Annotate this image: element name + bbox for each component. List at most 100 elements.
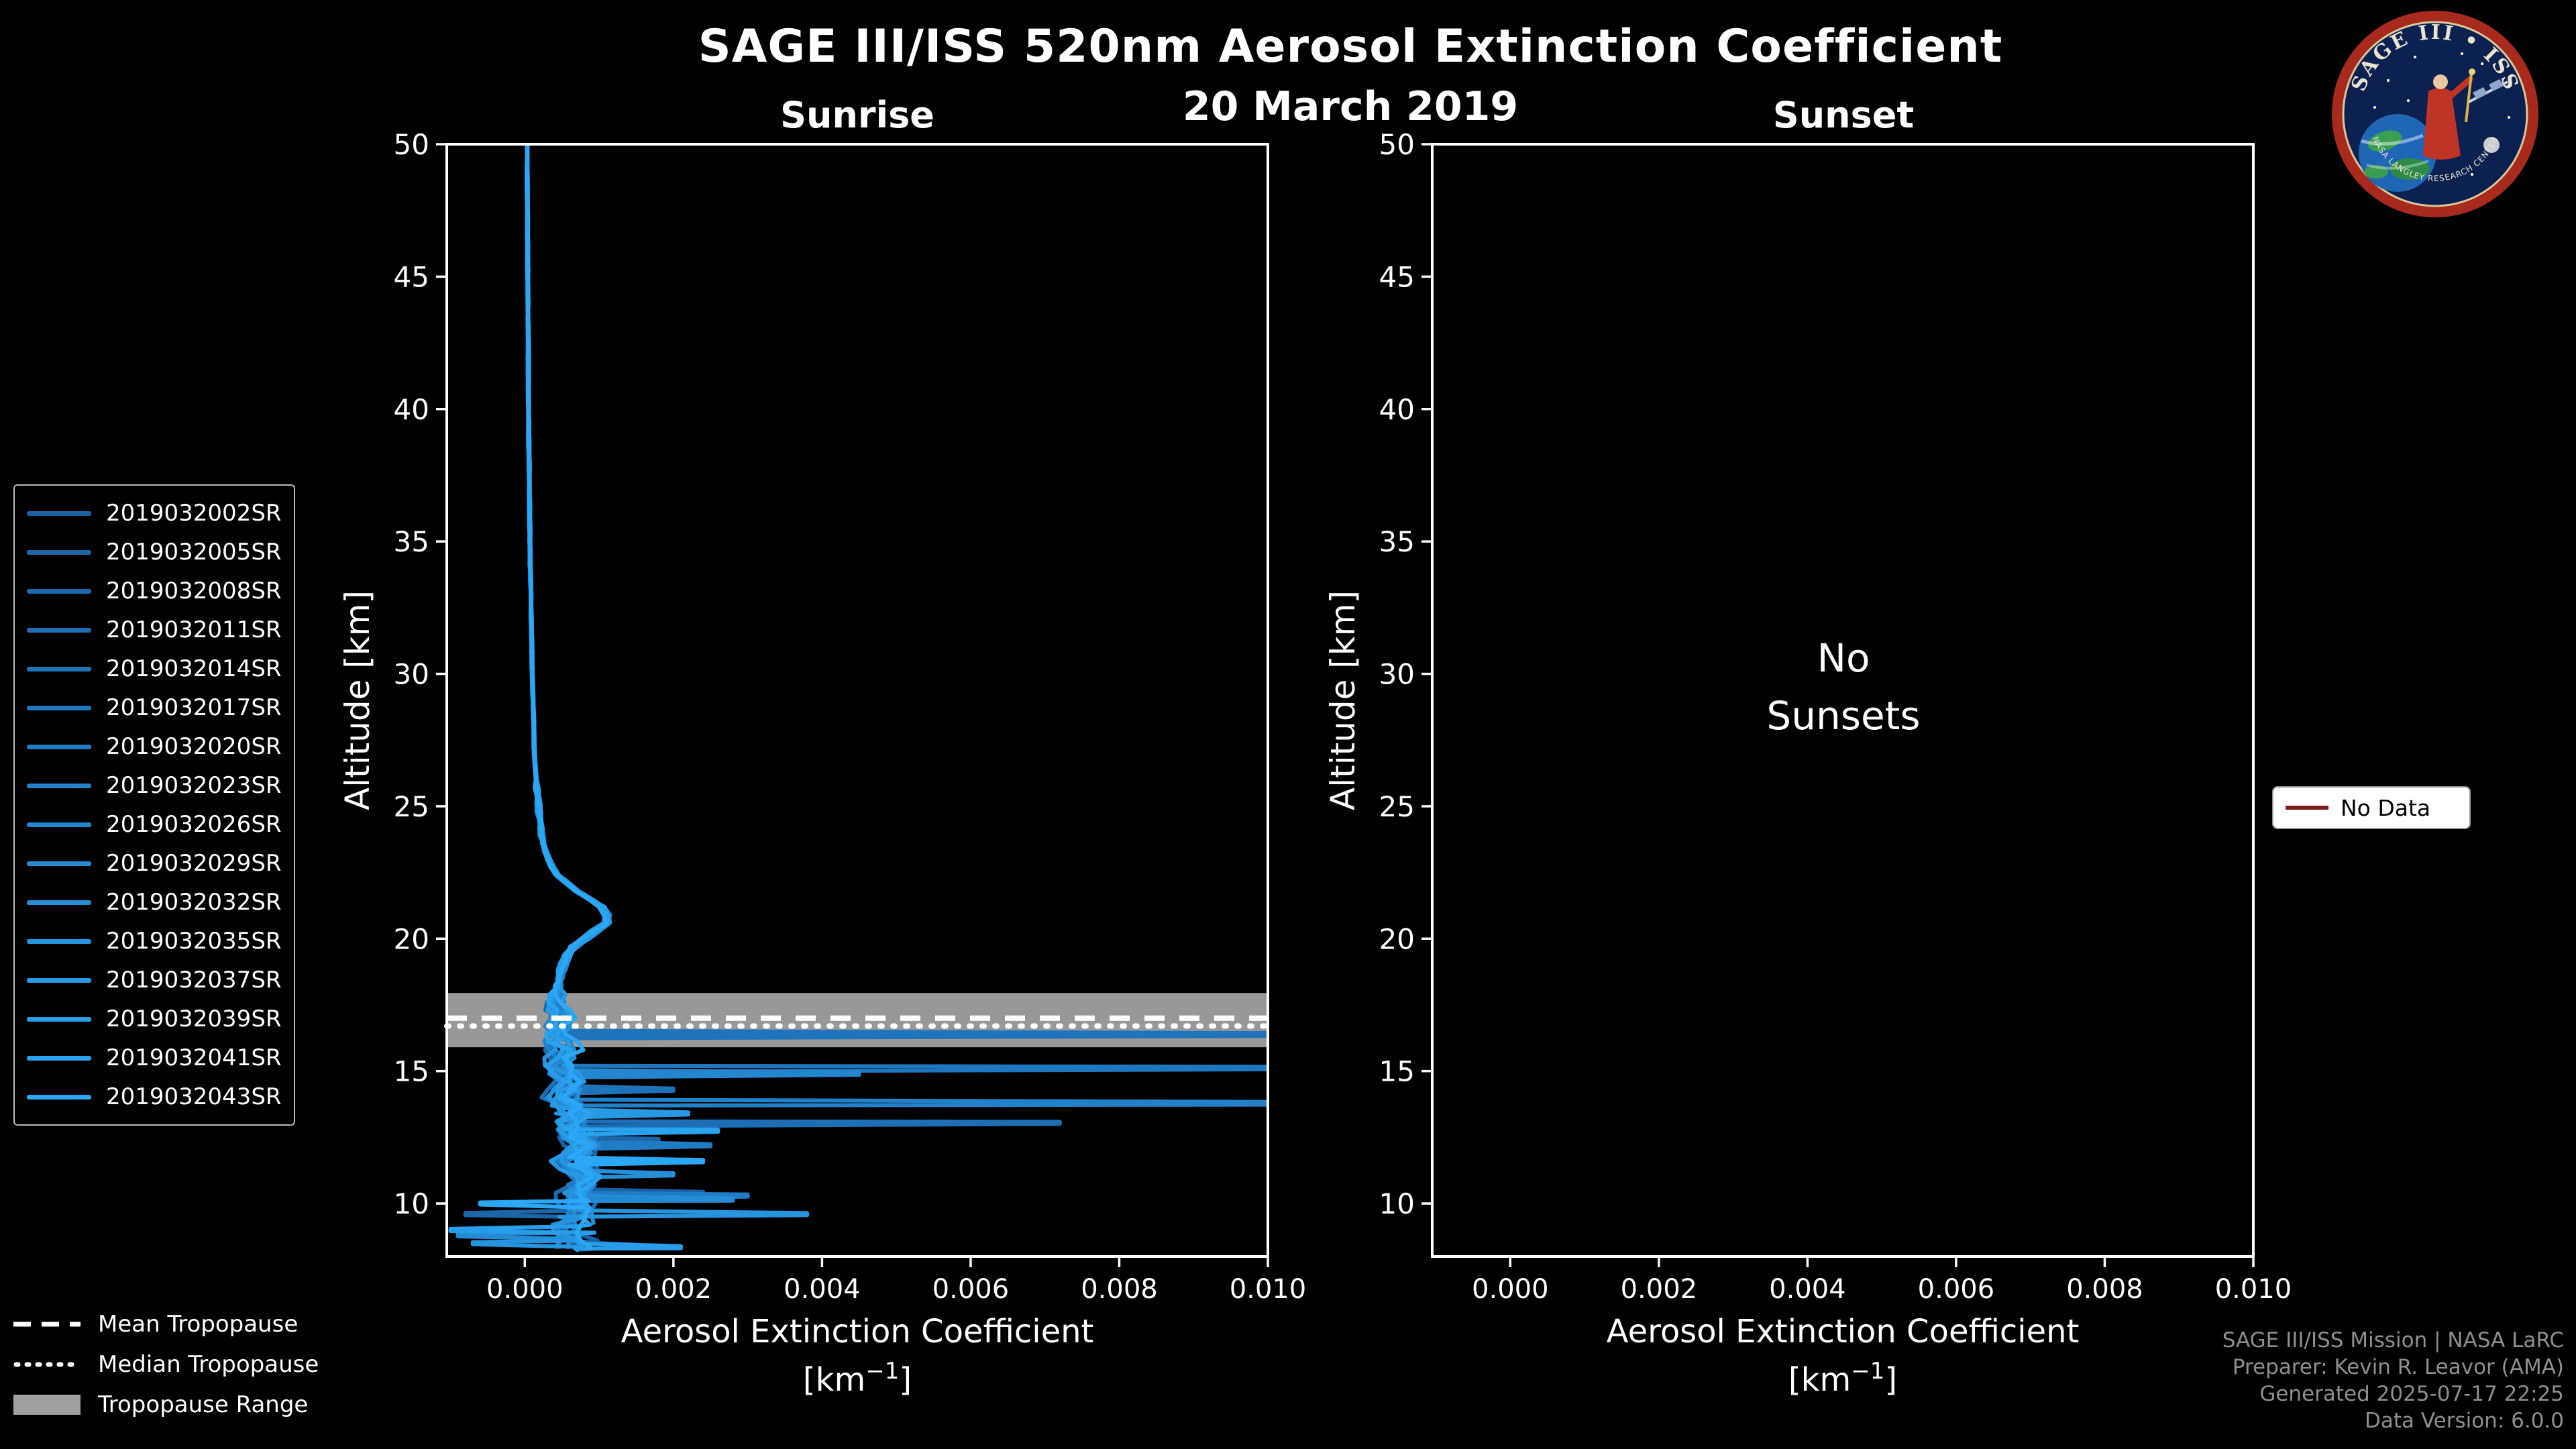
legend-line-swatch (27, 977, 91, 983)
no-sunsets-message: No Sunsets (1433, 629, 2254, 745)
legend-item: 2019032026SR (27, 805, 294, 844)
legend-label: 2019032017SR (106, 694, 282, 721)
legend-item: 2019032002SR (27, 494, 294, 533)
dotted-line-icon (13, 1362, 80, 1367)
no-data-line-swatch (2286, 806, 2328, 810)
y-tick-label: 10 (1379, 1187, 1415, 1220)
sunset-plot: 0.000 0.002 0.004 0.006 0.008 0.010 10 15 20 25 30… (1324, 128, 2292, 1399)
profile-2019032043SR (478, 144, 706, 1250)
x-tick-label: 0.006 (932, 1274, 1010, 1305)
x-axis-unit: [km−1] (1788, 1358, 1897, 1399)
legend-label: 2019032039SR (106, 1006, 282, 1032)
legend-line-swatch (27, 744, 91, 749)
y-tick-label: 45 (394, 260, 429, 293)
y-axis-label: Altitude [km] (338, 590, 377, 810)
no-data-label: No Data (2341, 794, 2431, 821)
y-tick-label: 45 (1379, 260, 1415, 293)
legend-line-swatch (27, 1094, 91, 1099)
legend-item: 2019032037SR (27, 961, 294, 1000)
sunrise-plot: 0.000 0.002 0.004 0.006 0.008 0.010 10 15 20 25 30… (338, 128, 1307, 1399)
plot-border (1431, 143, 2255, 1258)
y-tick-label: 40 (394, 393, 429, 426)
y-tick-label: 50 (1379, 128, 1415, 161)
credits: SAGE III/ISS Mission | NASA LaRC Prepare… (2222, 1327, 2564, 1434)
credit-line-preparer: Preparer: Kevin R. Leavor (AMA) (2232, 1355, 2564, 1379)
profile-2019032011SR (525, 144, 1062, 1250)
x-tick-label: 0.002 (635, 1274, 712, 1305)
credit-line-mission: SAGE III/ISS Mission | NASA LaRC (2222, 1328, 2564, 1352)
profile-2019032023SR (525, 144, 1268, 1249)
x-tick-label: 0.002 (1621, 1274, 1698, 1305)
legend-item: 2019032017SR (27, 688, 294, 727)
plot-border (445, 143, 1269, 1258)
legend-line-swatch (27, 900, 91, 905)
legend-label: 2019032043SR (106, 1083, 282, 1110)
sage-iii-iss-logo: SAGE III • ISS NASA LANGLEY RESEARCH CEN… (2332, 11, 2538, 217)
x-tick-label: 0.004 (1769, 1274, 1846, 1305)
legend-label: 2019032002SR (106, 500, 282, 527)
legend-line-swatch (27, 705, 91, 710)
sunrise-panel-title: Sunrise (780, 94, 934, 136)
legend-label: 2019032041SR (106, 1044, 282, 1071)
y-tick-label: 20 (1379, 922, 1415, 955)
dashed-line-icon (13, 1322, 80, 1327)
legend-label: 2019032008SR (106, 578, 282, 604)
legend-label: 2019032020SR (106, 733, 282, 760)
logo-moon (2483, 137, 2500, 153)
logo-earth (2359, 114, 2436, 192)
legend-item: 2019032039SR (27, 1000, 294, 1038)
legend-line-swatch (27, 549, 91, 555)
legend-item: 2019032032SR (27, 883, 294, 922)
x-axis-label: Aerosol Extinction Coefficient (1607, 1313, 2080, 1350)
profile-2019032017SR (525, 144, 1268, 1250)
legend-line-swatch (27, 1055, 91, 1061)
legend-line-swatch (27, 666, 91, 672)
no-sunsets-line1: No (1817, 635, 1870, 681)
y-tick-label: 10 (394, 1187, 429, 1220)
median-tropopause-item: Median Tropopause (13, 1350, 319, 1379)
x-tick-label: 0.010 (1230, 1274, 1307, 1305)
y-tick-label: 20 (394, 922, 429, 955)
legend-line-swatch (27, 938, 91, 944)
mean-tropopause-label: Mean Tropopause (98, 1311, 299, 1338)
legend-line-swatch (27, 588, 91, 594)
legend-label: 2019032026SR (106, 811, 282, 838)
median-tropopause-label: Median Tropopause (98, 1351, 319, 1378)
y-tick-label: 50 (394, 128, 429, 161)
y-axis-label: Altitude [km] (1324, 590, 1362, 810)
profile-2019032014SR (525, 144, 1268, 1195)
credit-line-generated: Generated 2025-07-17 22:25 (2259, 1382, 2564, 1406)
y-tick-label: 15 (1379, 1055, 1415, 1088)
tropopause-range-item: Tropopause Range (13, 1390, 319, 1419)
legend-label: 2019032037SR (106, 967, 282, 994)
x-tick-label: 0.000 (1472, 1274, 1549, 1305)
sunset-panel-title: Sunset (1772, 94, 1915, 136)
y-tick-label: 35 (394, 525, 429, 558)
y-tick-label: 30 (394, 658, 429, 691)
legend-item: 2019032020SR (27, 727, 294, 766)
no-sunsets-line2: Sunsets (1766, 693, 1921, 739)
series-legend: 2019032002SR 2019032005SR 2019032008SR 2019… (13, 484, 295, 1126)
legend-line-swatch (27, 783, 91, 788)
y-tick-label: 40 (1379, 393, 1415, 426)
x-tick-label: 0.008 (2066, 1274, 2143, 1305)
profile-2019032035SR (470, 144, 810, 1251)
x-tick-label: 0.008 (1081, 1274, 1158, 1305)
y-tick-label: 35 (1379, 525, 1415, 558)
x-tick-label: 0.010 (2215, 1274, 2292, 1305)
legend-item: 2019032011SR (27, 610, 294, 649)
legend-item: 2019032035SR (27, 922, 294, 961)
mean-tropopause-item: Mean Tropopause (13, 1309, 319, 1339)
legend-item: 2019032043SR (27, 1077, 294, 1116)
legend-label: 2019032014SR (106, 655, 282, 682)
y-tick-label: 15 (394, 1055, 429, 1088)
logo-iss (2468, 79, 2508, 103)
legend-label: 2019032029SR (106, 850, 282, 877)
profile-2019032029SR (455, 144, 735, 1250)
figure-date: 20 March 2019 (1182, 83, 1519, 130)
tropopause-legend: Mean Tropopause Median Tropopause Tropop… (13, 1309, 319, 1419)
legend-label: 2019032032SR (106, 889, 282, 916)
y-tick-label: 25 (394, 790, 429, 823)
legend-label: 2019032023SR (106, 772, 282, 799)
y-tick-label: 25 (1379, 790, 1415, 823)
